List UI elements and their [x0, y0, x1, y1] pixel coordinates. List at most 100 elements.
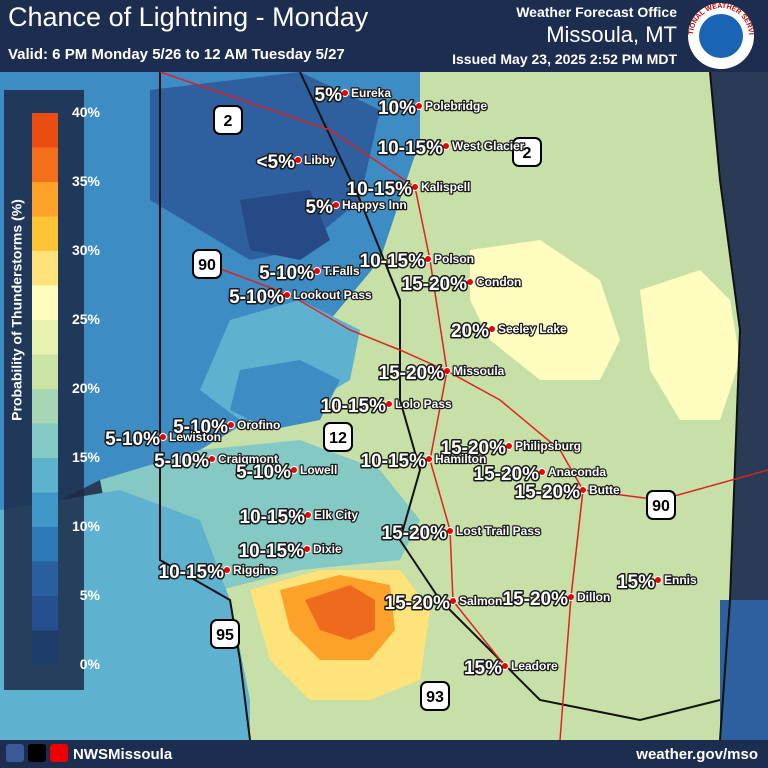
legend: 40% 35% 30% 25% 20% 15% 10% 5% 0% — [4, 90, 101, 690]
youtube-icon[interactable] — [50, 744, 68, 762]
city-name: Philipsburg — [515, 439, 581, 453]
city-chance: 15-20% — [441, 438, 507, 459]
city-dot — [446, 527, 454, 535]
city-dot — [449, 597, 457, 605]
city-chance: 15% — [464, 658, 502, 679]
city-name: Lolo Pass — [395, 397, 452, 411]
legend-label: 30% — [72, 242, 101, 258]
city-name: Eureka — [351, 86, 391, 100]
city-chance: 15-20% — [385, 593, 451, 614]
legend-swatch — [32, 389, 58, 424]
city-dot — [505, 442, 513, 450]
city-dot — [425, 455, 433, 463]
city-name: Seeley Lake — [498, 322, 567, 336]
city-dot — [227, 421, 235, 429]
highway-shield — [512, 137, 542, 167]
city-name: Elk City — [314, 508, 358, 522]
city-name: Butte — [589, 483, 620, 497]
legend-swatch — [32, 216, 58, 251]
city-name: Anaconda — [548, 465, 606, 479]
city-name: Orofino — [237, 418, 280, 432]
facebook-icon[interactable] — [6, 744, 24, 762]
legend-label: 35% — [72, 173, 101, 189]
highway-shield — [646, 490, 676, 520]
valid-time: Valid: 6 PM Monday 5/26 to 12 AM Tuesday… — [8, 46, 345, 63]
highway-number: 12 — [329, 430, 347, 447]
city-dot — [442, 142, 450, 150]
city-dot — [466, 278, 474, 286]
city-name: Lookout Pass — [293, 288, 372, 302]
city-dot — [304, 511, 312, 519]
city-chance: 10-15% — [240, 507, 306, 528]
city-chance: 10-15% — [378, 138, 444, 159]
highway-shield — [210, 619, 240, 649]
city-name: Riggins — [233, 563, 277, 577]
legend-label: 40% — [72, 104, 101, 120]
city-dot — [223, 566, 231, 574]
highway-shield — [192, 249, 222, 279]
city-name: Dixie — [313, 542, 342, 556]
highway-number: 95 — [216, 627, 234, 644]
city-chance: 10-15% — [360, 251, 426, 272]
city-dot — [424, 255, 432, 263]
legend-swatch — [32, 147, 58, 182]
city-chance: 15-20% — [503, 589, 569, 610]
city-dot — [294, 156, 302, 164]
city-chance: 15-20% — [382, 523, 448, 544]
city-dot — [208, 455, 216, 463]
city-name: Condon — [476, 275, 521, 289]
city-chance: 5-10% — [105, 429, 160, 450]
legend-swatch — [32, 492, 58, 527]
city-name: Leadore — [511, 659, 558, 673]
city-dot — [283, 291, 291, 299]
city-dot — [654, 576, 662, 584]
highway-number: 93 — [426, 689, 444, 706]
highway-number: 2 — [224, 113, 233, 130]
highway-shield — [420, 681, 450, 711]
city-name: Dillon — [577, 590, 610, 604]
city-chance: 5-10% — [259, 263, 314, 284]
legend-swatch — [32, 113, 58, 148]
legend-swatch — [32, 596, 58, 631]
city-chance: 5-10% — [173, 417, 228, 438]
city-chance: 20% — [451, 321, 489, 342]
legend-swatch — [32, 630, 58, 665]
city-dot — [501, 662, 509, 670]
city-name: West Glacier — [452, 139, 525, 153]
city-chance: 10-15% — [321, 396, 387, 417]
city-chance: 10% — [378, 98, 416, 119]
legend-swatch — [32, 285, 58, 320]
nws-logo-inner — [699, 14, 743, 58]
city-dot — [488, 325, 496, 333]
x-icon[interactable] — [28, 744, 46, 762]
city-dot — [538, 468, 546, 476]
legend-swatch — [32, 561, 58, 596]
city-chance: 15-20% — [379, 363, 445, 384]
city-chance: 5% — [306, 197, 334, 218]
city-dot — [579, 486, 587, 494]
footer-bar — [0, 740, 768, 768]
highway-shield — [323, 422, 353, 452]
city-dot — [385, 400, 393, 408]
legend-swatch — [32, 458, 58, 493]
city-chance: 15-20% — [474, 464, 540, 485]
overlay: 2 2 90 90 12 95 93 Eureka 5% Polebridge 10% West Gl… — [104, 84, 698, 711]
city-chance: 10-15% — [159, 562, 225, 583]
city-name: Polson — [434, 252, 474, 266]
social-handle: NWSMissoula — [73, 746, 173, 763]
city-name: Polebridge — [425, 99, 487, 113]
city-name: Lewiston — [169, 430, 221, 444]
city-chance: 5-10% — [236, 462, 291, 483]
city-name: Libby — [304, 153, 336, 167]
city-name: Missoula — [453, 364, 505, 378]
city-name: Hamilton — [435, 452, 486, 466]
city-chance: 5-10% — [154, 451, 209, 472]
city-dot — [332, 201, 340, 209]
highway-shield — [213, 105, 243, 135]
legend-swatch — [32, 320, 58, 355]
legend-label: 0% — [80, 656, 101, 672]
city-chance: 10-15% — [239, 541, 305, 562]
city-name: Kalispell — [421, 180, 470, 194]
city-chance: 15-20% — [515, 482, 581, 503]
website[interactable]: weather.gov/mso — [635, 746, 758, 763]
